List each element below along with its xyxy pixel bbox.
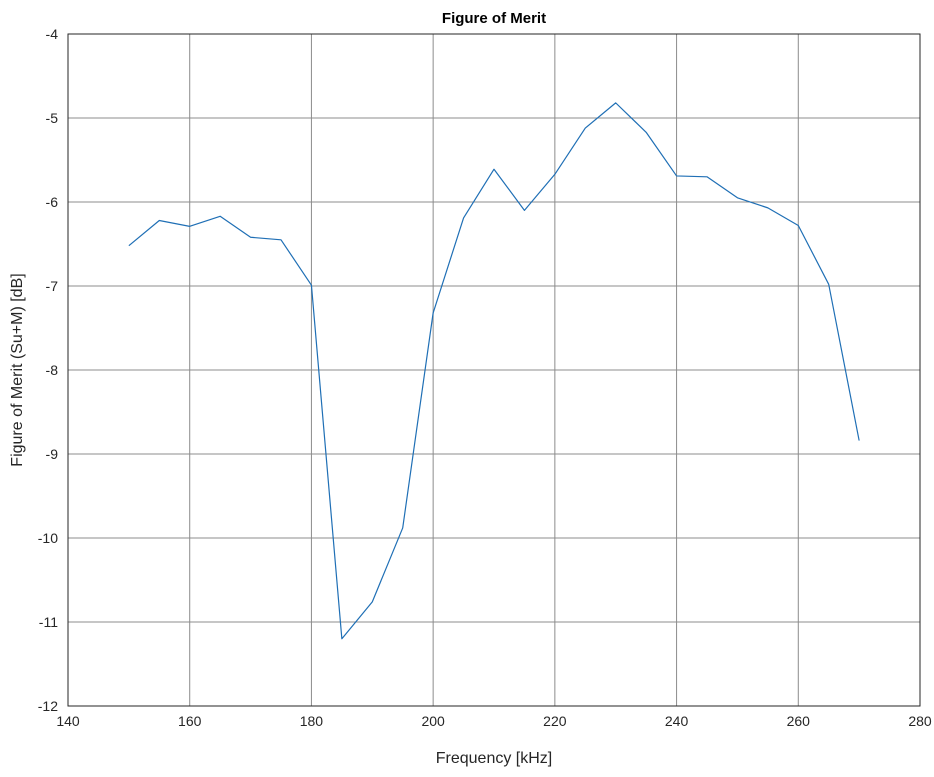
y-tick-label: -12 <box>38 698 58 714</box>
x-axis-label: Frequency [kHz] <box>436 750 552 767</box>
x-tick-label: 180 <box>300 713 324 729</box>
series-layer <box>128 102 860 640</box>
y-axis-label: Figure of Merit (Su+M) [dB] <box>9 273 26 466</box>
y-tick-label: -8 <box>46 362 59 378</box>
y-tick-label: -4 <box>46 26 59 42</box>
y-tick-label: -9 <box>46 446 59 462</box>
y-tick-label: -11 <box>39 614 58 630</box>
x-tick-label: 220 <box>543 713 567 729</box>
plot-frame <box>67 33 921 707</box>
series-line <box>128 102 860 640</box>
x-tick-label: 200 <box>421 713 445 729</box>
y-tick-label: -5 <box>46 110 59 126</box>
x-tick-label: 240 <box>665 713 689 729</box>
y-tick-label: -10 <box>38 530 58 546</box>
y-tick-label: -6 <box>46 194 59 210</box>
x-tick-label: 140 <box>56 713 80 729</box>
grid <box>67 33 921 707</box>
x-tick-label: 280 <box>908 713 932 729</box>
x-tick-label: 260 <box>787 713 811 729</box>
y-tick-label: -7 <box>46 278 59 294</box>
tick-labels: 140 160 180 200 220 240 260 280 -12 -11 -10 -9 -8 -7 -… <box>38 26 932 729</box>
x-tick-label: 160 <box>178 713 202 729</box>
chart-title: Figure of Merit <box>442 10 546 27</box>
